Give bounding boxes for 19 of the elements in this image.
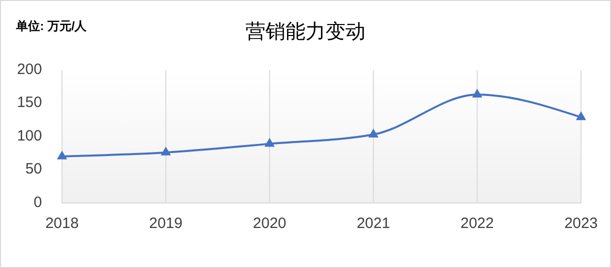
point — [472, 88, 482, 98]
x-tick-label: 2022 — [460, 215, 494, 232]
y-tick-label: 50 — [25, 160, 42, 178]
x-tick-label: 2021 — [356, 215, 390, 232]
x-tick-label: 2018 — [45, 215, 79, 232]
chart-title: 营销能力变动 — [246, 21, 366, 43]
y-tick-label: 100 — [16, 127, 42, 144]
point — [160, 146, 171, 156]
y-tick-label: 0 — [34, 194, 42, 211]
y-tick-label: 200 — [16, 60, 42, 78]
x-tick-label: 2023 — [564, 215, 598, 232]
x-tick-label: 2020 — [252, 215, 286, 232]
point — [56, 150, 68, 160]
point — [368, 128, 378, 138]
point — [264, 138, 275, 147]
point — [576, 111, 586, 120]
y-axis-title: 单位: 万元/人 — [15, 19, 88, 33]
y-tick-label: 150 — [16, 94, 42, 112]
x-tick-label: 2019 — [149, 215, 182, 232]
